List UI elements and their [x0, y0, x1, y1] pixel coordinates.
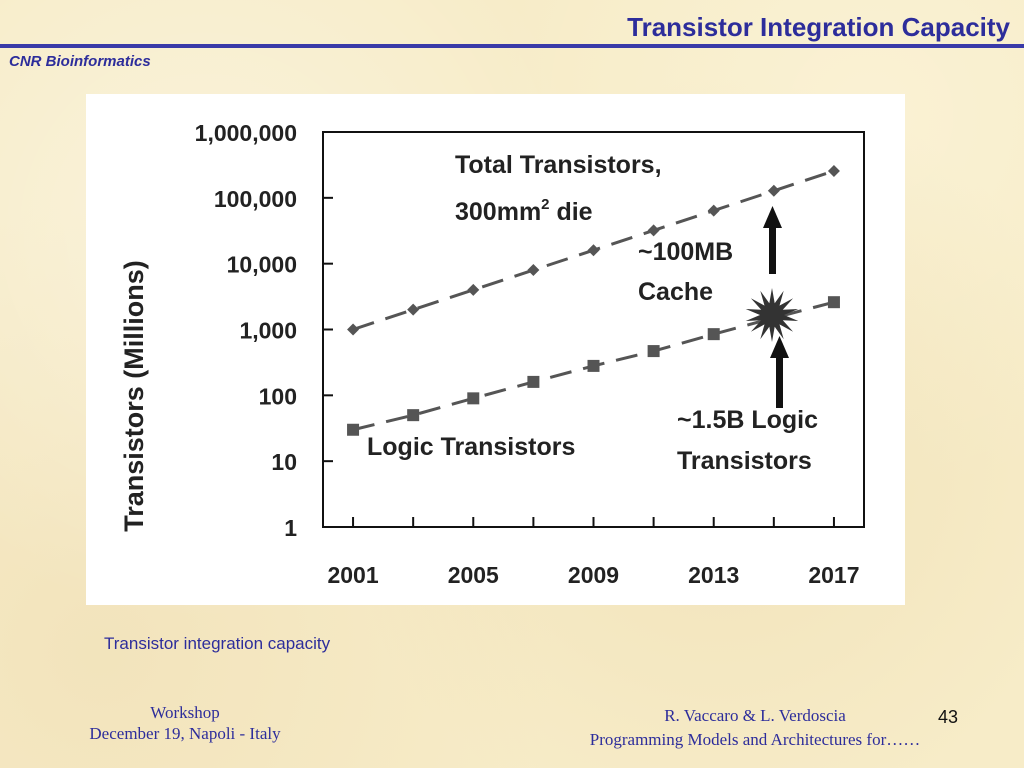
axis-ticks: 1 10 100 1,000 10,000 100,000 1,000,000 2001 200… [195, 120, 860, 588]
data-point-logic [707, 328, 720, 341]
footer-authors: R. Vaccaro & L. Verdoscia Programming Mo… [545, 704, 965, 752]
organization-label: CNR Bioinformatics [9, 53, 151, 70]
data-point-logic [587, 359, 600, 372]
data-point-total [647, 224, 660, 237]
y-tick-label: 10,000 [227, 252, 297, 278]
data-point-total [527, 264, 540, 277]
transistor-chart: Transistors (Millions) 1 10 100 1,000 10,000… [119, 120, 865, 588]
x-tick-label: 2017 [808, 562, 859, 588]
footer-talk-title: Programming Models and Architectures for… [589, 730, 921, 749]
data-point-logic [407, 409, 420, 422]
title-divider [0, 44, 1024, 48]
page-number: 43 [938, 707, 959, 727]
x-tick-label: 2009 [568, 562, 619, 588]
series-logic-label: Logic Transistors [367, 433, 575, 461]
data-point-total [707, 204, 720, 217]
data-point-total [587, 244, 600, 257]
data-point-logic [527, 375, 540, 388]
figure-caption: Transistor integration capacity [104, 634, 331, 653]
x-tick-label: 2013 [688, 562, 739, 588]
series-total-label-line1: Total Transistors, [455, 151, 662, 179]
starburst-icon [745, 288, 799, 342]
data-point-total [407, 303, 420, 316]
footer-event: Workshop December 19, Napoli - Italy [60, 702, 310, 744]
annotation-logic-line1: ~1.5B Logic [677, 406, 818, 434]
data-point-logic [827, 296, 840, 309]
y-tick-label: 100 [259, 383, 297, 409]
y-tick-label: 10 [271, 449, 297, 475]
y-tick-label: 1,000,000 [195, 120, 297, 146]
footer-event-date: December 19, Napoli - Italy [89, 724, 281, 743]
series-total-label-line2: 300mm2 die [455, 196, 593, 226]
x-tick-label: 2001 [327, 562, 378, 588]
annotation-logic-line2: Transistors [677, 447, 812, 475]
data-point-logic [467, 392, 480, 405]
superscript-2: 2 [541, 196, 549, 213]
up-arrow-cache-icon [763, 206, 782, 274]
y-tick-label: 1,000 [239, 318, 297, 344]
annotation-cache-line2: Cache [638, 278, 713, 306]
footer-event-name: Workshop [150, 703, 220, 722]
chart-panel: Transistors (Millions) 1 10 100 1,000 10,000… [86, 94, 905, 605]
y-tick-label: 100,000 [214, 186, 297, 212]
slide-title: Transistor Integration Capacity [627, 12, 1010, 42]
data-point-logic [347, 423, 360, 436]
annotation-cache-line1: ~100MB [638, 238, 733, 266]
data-point-total [347, 323, 360, 336]
data-point-total [467, 283, 480, 296]
up-arrow-logic-icon [770, 336, 789, 408]
footer-author-names: R. Vaccaro & L. Verdoscia [664, 706, 846, 725]
y-axis-label: Transistors (Millions) [119, 260, 149, 532]
data-point-logic [647, 345, 660, 358]
data-point-total [767, 184, 780, 197]
data-point-total [827, 164, 840, 177]
x-tick-label: 2005 [448, 562, 499, 588]
y-tick-label: 1 [284, 515, 297, 541]
